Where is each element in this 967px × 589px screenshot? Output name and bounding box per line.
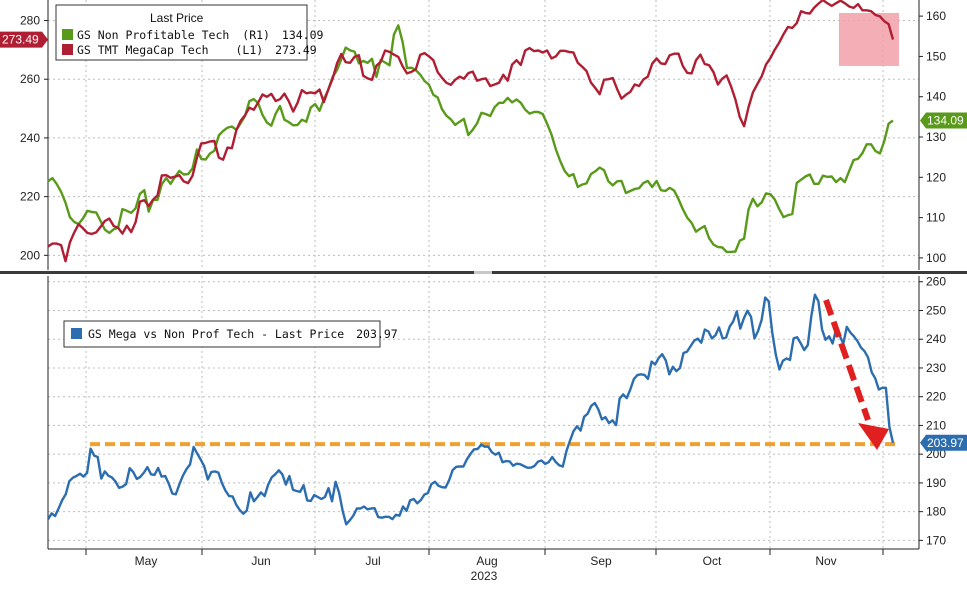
legend-series-name: GS Non Profitable Tech [77, 28, 229, 42]
right-last-price-tag-green-shape [920, 112, 967, 129]
left-last-price-tag-text: 273.49 [2, 33, 39, 47]
top-legend: Last Price GS Non Profitable Tech (R1) 1… [55, 4, 324, 61]
legend-series-name: GS Mega vs Non Prof Tech - Last Price [88, 327, 344, 341]
top-right-tick-label: 130 [926, 130, 946, 144]
decline-arrow [823, 299, 889, 450]
x-axis-ticks: May Jun Jul Aug Sep Oct Nov [85, 549, 884, 568]
x-tick-label: Oct [703, 554, 722, 568]
top-right-tick-label: 160 [926, 9, 946, 23]
top-right-tick-label: 140 [926, 90, 946, 104]
legend-series-axis: (L1) [236, 43, 264, 57]
series-line-megacap-tech [47, 0, 895, 263]
top-right-tick-label: 110 [926, 211, 945, 225]
top-legend-box [55, 4, 308, 61]
x-tick-label: Jun [251, 554, 270, 568]
top-right-tick-label: 100 [926, 251, 946, 265]
top-panel: 200 220 240 260 280 100 110 120 130 140 150 160 La… [0, 0, 967, 270]
highlight-box [839, 13, 899, 66]
left-last-price-tag: 273.49 [0, 31, 48, 48]
top-right-tick-label: 120 [926, 170, 946, 184]
x-tick-label: Nov [815, 554, 836, 568]
bottom-right-tick-label: 210 [926, 418, 946, 432]
bottom-right-tick-label: 260 [926, 275, 946, 289]
legend-series-value: 273.49 [275, 43, 317, 57]
bottom-right-tick-label: 170 [926, 533, 946, 547]
bottom-right-tick-label: 250 [926, 303, 946, 317]
top-legend-title: Last Price [150, 11, 204, 25]
bottom-right-tick-label: 220 [926, 390, 946, 404]
right-last-price-tag-blue-shape [920, 434, 967, 451]
decline-arrow-head [858, 423, 889, 450]
legend-label-megacap-tech: GS TMT MegaCap Tech (L1) 273.49 [77, 43, 317, 57]
top-left-axis-ticks: 200 220 240 260 280 [20, 14, 48, 262]
bottom-right-tick-label: 240 [926, 332, 946, 346]
right-last-price-tag-green: 134.09 [920, 112, 967, 129]
legend-swatch-mega-vs-non-prof [71, 328, 82, 339]
legend-series-name: GS TMT MegaCap Tech [77, 43, 209, 57]
legend-series-value: 134.09 [282, 28, 324, 42]
right-last-price-tag-blue: 203.97 [920, 434, 967, 451]
legend-swatch-non-profitable-tech [62, 29, 73, 40]
bottom-right-tick-label: 180 [926, 505, 946, 519]
right-last-price-tag-blue-text: 203.97 [927, 436, 964, 450]
bottom-legend: GS Mega vs Non Prof Tech - Last Price 20… [63, 320, 398, 348]
bottom-right-tick-label: 230 [926, 361, 946, 375]
x-tick-label: Aug [476, 554, 497, 568]
legend-label-mega-vs-non-prof: GS Mega vs Non Prof Tech - Last Price 20… [88, 327, 398, 341]
x-tick-label: May [135, 554, 158, 568]
top-right-tick-label: 150 [926, 49, 946, 63]
top-left-tick-label: 240 [20, 131, 40, 145]
legend-swatch-megacap-tech [62, 44, 73, 55]
top-left-tick-label: 200 [20, 248, 40, 262]
top-left-tick-label: 260 [20, 72, 40, 86]
x-axis-year-label: 2023 [471, 569, 498, 583]
decline-arrow-shaft [823, 299, 871, 421]
bottom-legend-box [63, 320, 381, 348]
x-tick-label: Sep [590, 554, 612, 568]
panel-divider-handle[interactable] [474, 271, 492, 274]
bottom-right-tick-label: 190 [926, 476, 946, 490]
series-line-mega-vs-non-prof [46, 293, 895, 526]
series-line-non-profitable-tech [47, 24, 894, 254]
top-left-tick-label: 280 [20, 14, 40, 28]
right-last-price-tag-green-text: 134.09 [927, 114, 964, 128]
x-tick-label: Jul [365, 554, 380, 568]
legend-label-non-profitable-tech: GS Non Profitable Tech (R1) 134.09 [77, 28, 324, 42]
bottom-grid [48, 276, 919, 549]
top-left-tick-label: 220 [20, 190, 40, 204]
left-last-price-tag-shape [0, 31, 48, 48]
legend-series-value: 203.97 [356, 327, 398, 341]
legend-series-axis: (R1) [242, 28, 270, 42]
top-right-axis-ticks: 100 110 120 130 140 150 160 [919, 9, 946, 265]
